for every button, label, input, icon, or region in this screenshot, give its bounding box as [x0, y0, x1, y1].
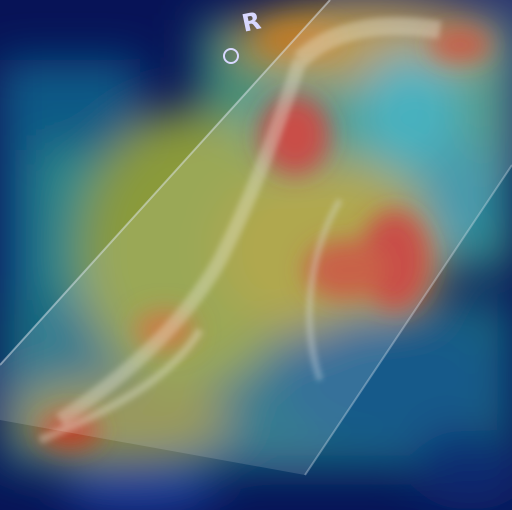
bones — [38, 17, 442, 444]
film — [0, 0, 512, 475]
film-edge — [304, 164, 512, 476]
side-marker: R — [239, 7, 263, 38]
film-edge — [0, 0, 331, 366]
marker-circle — [223, 48, 239, 64]
